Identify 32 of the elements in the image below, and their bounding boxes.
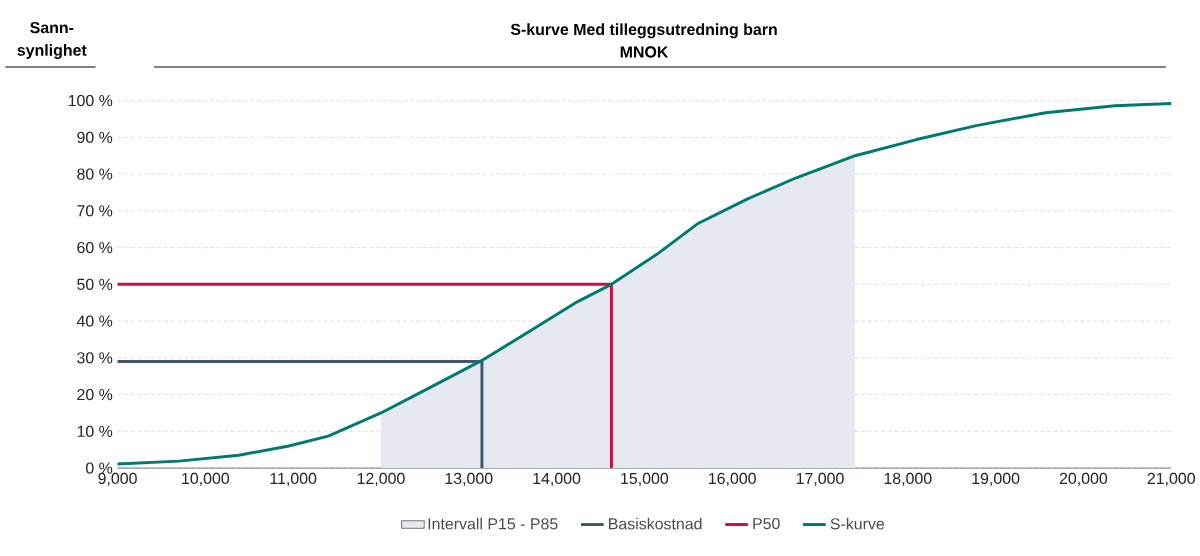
y-tick-label: 50 % xyxy=(77,278,113,291)
line-series xyxy=(116,102,1173,466)
y-tick-label: 90 % xyxy=(77,131,113,144)
legend-label: P50 xyxy=(753,518,780,530)
chart-title: S-kurve Med tilleggsutredning barn xyxy=(510,23,777,39)
y-tick-label: 100 % xyxy=(68,95,113,107)
y-tick-label: 10 % xyxy=(77,425,113,438)
y-axis-title: Sann-synlighet xyxy=(17,22,87,60)
y-tick-label: 20 % xyxy=(77,389,113,401)
y-tick-label: 70 % xyxy=(77,205,113,217)
x-tick-label: 16,000 xyxy=(709,472,756,487)
x-tick-label: 17,000 xyxy=(796,472,844,487)
x-tick-label: 14,000 xyxy=(533,472,581,487)
legend-label: Intervall P15 - P85 xyxy=(428,517,558,530)
x-tick-label: 10,000 xyxy=(182,472,230,487)
x-tick-label: 18,000 xyxy=(884,472,932,487)
x-tick-label: 15,000 xyxy=(621,472,669,487)
y-tick-label: 80 % xyxy=(77,168,113,180)
x-tick-label: 13,000 xyxy=(445,472,493,487)
legend-label: Basiskostnad xyxy=(609,517,702,530)
x-tick-label: 12,000 xyxy=(357,472,405,487)
chart-subtitle: MNOK xyxy=(620,46,669,58)
legend-label: S-kurve xyxy=(830,517,885,530)
y-tick-label: 60 % xyxy=(77,242,113,254)
y-tick-label: 0 % xyxy=(86,462,113,474)
x-tick-label: 20,000 xyxy=(1059,472,1108,487)
x-tick-label: 9,000 xyxy=(98,472,137,487)
x-tick-label: 11,000 xyxy=(270,472,317,487)
x-tick-label: 19,000 xyxy=(972,472,1020,487)
x-tick-label: 21,000 xyxy=(1147,472,1195,487)
y-tick-label: 40 % xyxy=(76,315,113,327)
y-tick-label: 30 % xyxy=(77,352,113,364)
